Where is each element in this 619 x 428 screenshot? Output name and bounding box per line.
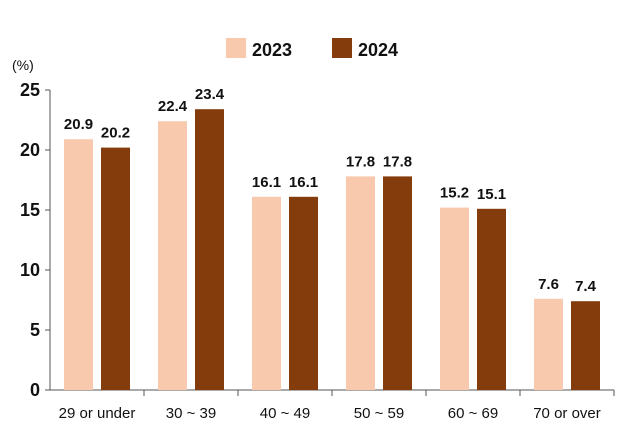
legend-swatch-2024 [332, 38, 352, 58]
legend-label-2023: 2023 [252, 40, 292, 60]
y-tick-label: 15 [20, 200, 40, 220]
bar-2024-0 [101, 147, 130, 390]
value-label-2023-3: 17.8 [346, 153, 375, 170]
bars [64, 109, 600, 390]
y-tick-label: 25 [20, 80, 40, 100]
legend-label-2024: 2024 [358, 40, 398, 60]
value-label-2023-4: 15.2 [440, 185, 469, 202]
bar-2023-3 [346, 176, 375, 390]
value-labels: 20.9 20.2 22.4 23.4 16.1 16.1 17.8 17.8 15.2 15.1… [64, 86, 597, 295]
bar-2023-0 [64, 139, 93, 390]
value-label-2024-2: 16.1 [289, 174, 318, 191]
y-tick-label: 10 [20, 260, 40, 280]
bar-2023-1 [158, 121, 187, 390]
x-tick-label: 70 or over [533, 405, 601, 422]
legend-swatch-2023 [226, 38, 246, 58]
value-label-2023-1: 22.4 [158, 98, 188, 115]
value-label-2024-4: 15.1 [477, 186, 506, 203]
legend: 2023 2024 [226, 38, 398, 60]
y-axis-unit-label: (%) [12, 57, 34, 73]
bar-2023-4 [440, 207, 469, 390]
y-tick-label: 20 [20, 140, 40, 160]
bar-2024-5 [571, 301, 600, 390]
x-ticks: 29 or under 30 ~ 39 40 ~ 49 50 ~ 59 60 ~ 69 7… [59, 390, 615, 422]
value-label-2023-5: 7.6 [538, 276, 559, 293]
bar-2024-1 [195, 109, 224, 390]
x-tick-label: 40 ~ 49 [260, 405, 310, 422]
x-tick-label: 50 ~ 59 [354, 405, 404, 422]
x-tick-label: 60 ~ 69 [448, 405, 498, 422]
bar-2023-2 [252, 196, 281, 390]
value-label-2024-1: 23.4 [195, 86, 225, 103]
bar-2024-3 [383, 176, 412, 390]
x-tick-label: 29 or under [59, 405, 136, 422]
bar-2023-5 [534, 298, 563, 390]
y-tick-label: 0 [30, 380, 40, 400]
value-label-2024-0: 20.2 [101, 125, 130, 142]
value-label-2023-2: 16.1 [252, 174, 281, 191]
y-ticks: 0 5 10 15 20 25 [20, 80, 50, 400]
bar-2024-4 [477, 208, 506, 390]
value-label-2024-3: 17.8 [383, 153, 412, 170]
y-tick-label: 5 [30, 320, 40, 340]
x-tick-label: 30 ~ 39 [166, 405, 216, 422]
value-label-2024-5: 7.4 [575, 278, 597, 295]
value-label-2023-0: 20.9 [64, 116, 93, 133]
bar-2024-2 [289, 196, 318, 390]
